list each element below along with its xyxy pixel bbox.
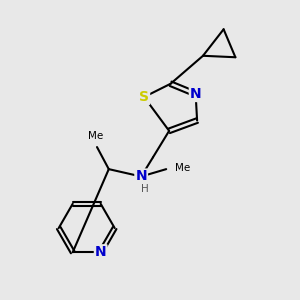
Text: S: S (139, 90, 149, 104)
Text: Me: Me (88, 130, 103, 141)
Text: N: N (95, 245, 106, 259)
Text: Me: Me (175, 163, 190, 173)
Text: N: N (190, 87, 202, 101)
Text: H: H (141, 184, 148, 194)
Text: N: N (135, 169, 147, 184)
